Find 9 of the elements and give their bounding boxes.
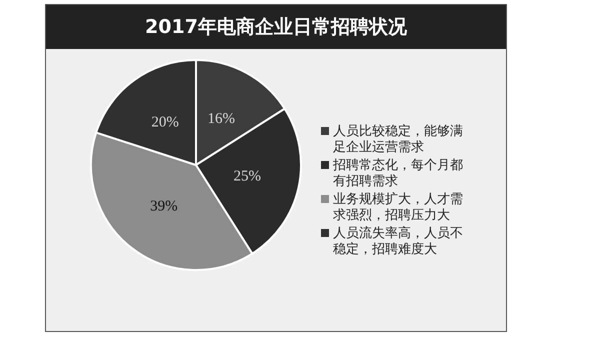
data-label: 39%	[150, 198, 178, 214]
data-label: 20%	[151, 114, 179, 130]
data-label: 16%	[208, 110, 236, 127]
chart-title: 2017年电商企业日常招聘状况	[46, 5, 506, 49]
legend-label: 业务规模扩大，人才需求强烈，招聘压力大	[333, 191, 464, 223]
legend-label: 招聘常态化，每个月都有招聘需求	[333, 157, 464, 189]
data-label: 25%	[233, 168, 261, 184]
legend-label: 人员比较稳定，能够满足企业运营需求	[333, 123, 464, 155]
legend-label: 人员流失率高，人员不稳定，招聘难度大	[333, 225, 464, 257]
